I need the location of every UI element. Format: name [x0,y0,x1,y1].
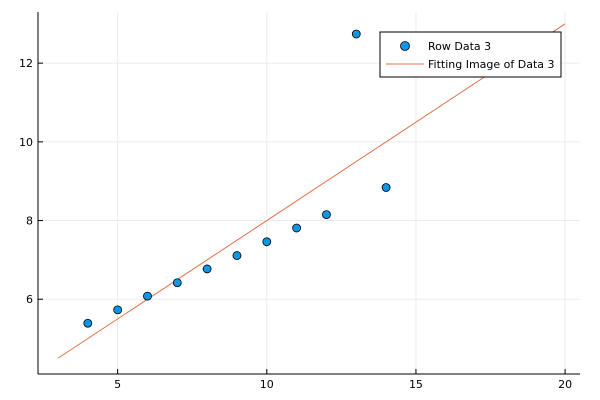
legend-label-scatter: Row Data 3 [428,40,491,53]
data-point [322,210,331,220]
fit-line [57,23,566,359]
data-point [202,264,212,274]
data-point [113,305,123,315]
y-tick-label: 6 [26,293,33,306]
legend-box [379,31,562,78]
x-tick-label: 15 [409,378,423,391]
x-tick-label: 20 [558,378,572,391]
legend: Row Data 3 Fitting Image of Data 3 [379,31,562,78]
y-tick-label: 12 [19,57,33,70]
data-point [292,223,302,233]
y-tick-label: 8 [26,215,33,228]
legend-label-fit: Fitting Image of Data 3 [428,58,555,71]
x-tick-label: 5 [114,378,121,391]
legend-marker-scatter [400,41,410,51]
scatter-series [83,29,391,328]
axes [37,12,580,375]
data-point [83,318,93,328]
data-point [381,183,391,192]
data-point [351,29,361,39]
y-tick-label: 10 [19,136,33,149]
data-point [143,291,152,301]
data-point [262,237,272,247]
x-tick-label: 10 [260,378,274,391]
tick-labels: 5 10 15 20 6 8 10 12 [19,57,572,391]
data-point [232,251,242,260]
data-point [172,278,182,288]
fit-line-series [57,23,566,359]
